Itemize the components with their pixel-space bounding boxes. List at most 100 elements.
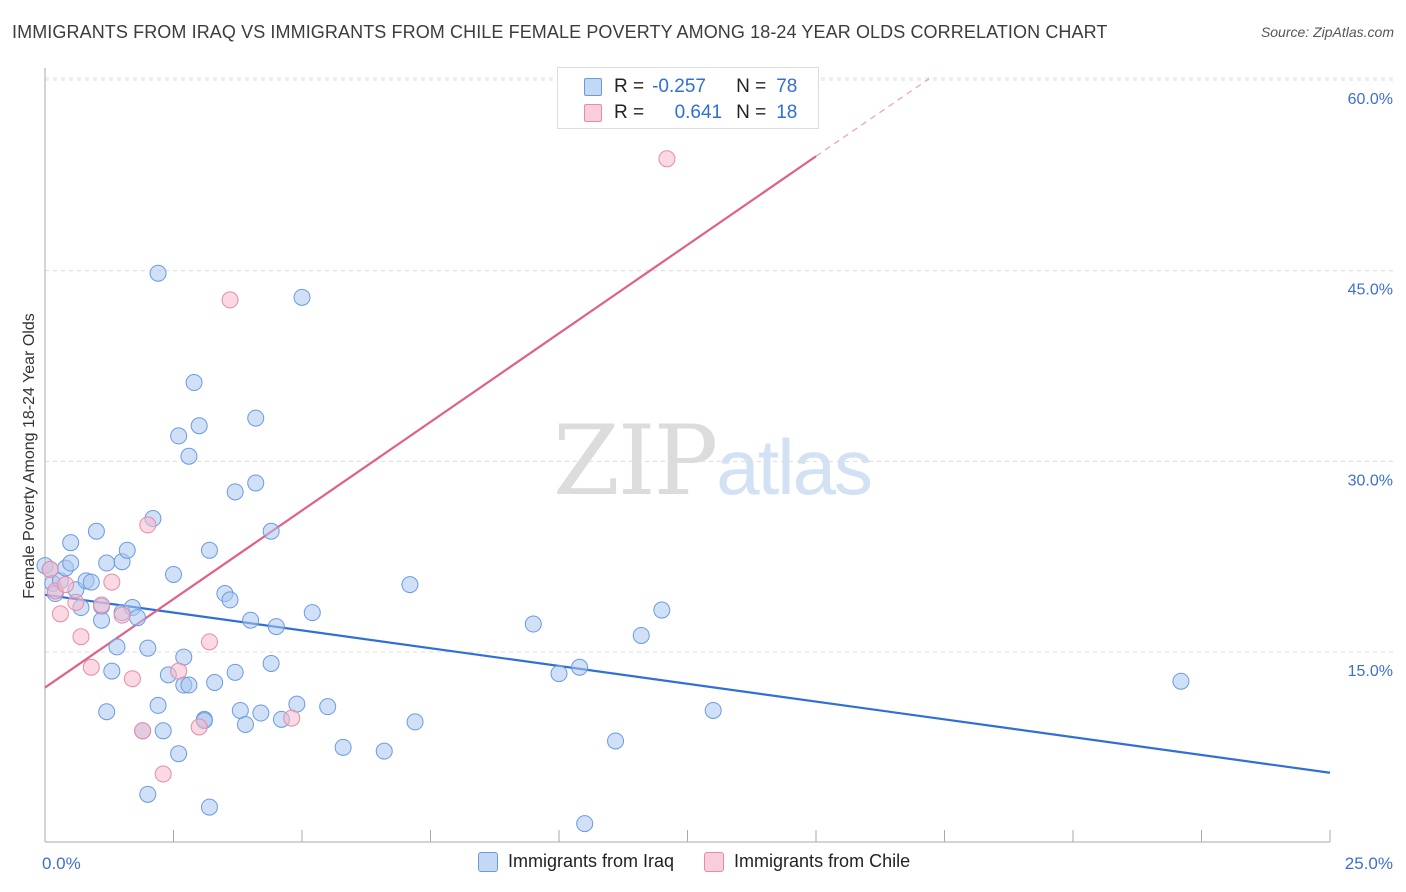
iraq-r-label: R = [614, 76, 645, 97]
chile-point [139, 516, 157, 534]
y-tick-label: 45.0% [1348, 282, 1393, 299]
iraq-point [1172, 672, 1190, 690]
chile-point [93, 596, 111, 614]
iraq-point [129, 609, 147, 627]
iraq-point [319, 698, 337, 716]
legend-row-chile: R = 0.641 N = 18 [584, 100, 797, 126]
iraq-point [200, 541, 218, 559]
trend-line-iraq [44, 593, 1331, 774]
iraq-point [98, 703, 116, 721]
iraq-point [401, 576, 419, 594]
iraq-point [165, 565, 182, 583]
iraq-point [267, 618, 285, 636]
legend-item-iraq[interactable]: Immigrants from Iraq [478, 851, 674, 872]
chile-point [82, 658, 100, 676]
source-credit: Source: ZipAtlas.com [1260, 24, 1394, 40]
y-tick-label: 60.0% [1348, 91, 1393, 108]
iraq-point [221, 591, 239, 609]
chile-point [170, 662, 188, 680]
chile-point [658, 150, 676, 168]
iraq-swatch [584, 78, 602, 96]
iraq-point [185, 374, 203, 392]
chile-point [103, 573, 121, 591]
iraq-point [206, 674, 224, 692]
iraq-point [406, 713, 424, 731]
series-legend: Immigrants from Iraq Immigrants from Chi… [478, 851, 940, 872]
legend-iraq-label: Immigrants from Iraq [508, 851, 675, 871]
chile-point [134, 722, 152, 740]
iraq-point [82, 573, 100, 591]
iraq-point [200, 798, 218, 816]
iraq-point [139, 785, 157, 803]
chile-point [72, 628, 90, 646]
chile-point [190, 718, 208, 736]
iraq-point [180, 447, 198, 465]
iraq-point [87, 522, 105, 540]
iraq-point [247, 409, 265, 427]
iraq-point [303, 604, 321, 622]
x-tick-label-max: 25.0% [1345, 854, 1393, 873]
trend-lines [44, 78, 1331, 774]
iraq-point [704, 701, 722, 719]
chile-point [221, 291, 239, 309]
axis-labels: 15.0% 30.0% 45.0% 60.0% 0.0% 25.0% Female Pove… [21, 91, 1393, 873]
iraq-point [154, 722, 172, 740]
legend-chile-label: Immigrants from Chile [734, 851, 911, 871]
chile-point [123, 670, 141, 688]
iraq-n-value: 78 [776, 76, 798, 97]
chile-r-value: 0.641 [674, 102, 723, 123]
chile-point [283, 709, 301, 727]
chile-point [113, 606, 131, 624]
iraq-point [293, 288, 311, 306]
trend-extension-chile [815, 78, 930, 157]
chile-point [41, 560, 59, 578]
iraq-point [262, 654, 280, 672]
iraq-point [103, 662, 121, 680]
iraq-point [170, 745, 188, 763]
x-tick-label-min: 0.0% [42, 854, 81, 873]
iraq-point [236, 715, 254, 733]
iraq-point [149, 264, 167, 282]
y-tick-label: 15.0% [1348, 663, 1393, 680]
correlation-legend: R = -0.257 N = 78 R = 0.641 N = 18 [557, 67, 819, 129]
chile-point [51, 605, 69, 623]
legend-chile-swatch [704, 851, 725, 872]
iraq-n-label: N = [736, 76, 767, 97]
iraq-point [576, 815, 594, 833]
iraq-point [62, 534, 80, 552]
iraq-point [334, 738, 352, 756]
chile-point [57, 576, 75, 594]
iraq-point [571, 658, 589, 676]
chile-point [154, 765, 172, 783]
chart-title: IMMIGRANTS FROM IRAQ VS IMMIGRANTS FROM … [12, 22, 1108, 42]
legend-row-iraq: R = -0.257 N = 78 [584, 74, 797, 100]
chile-n-value: 18 [776, 102, 798, 123]
legend-item-chile[interactable]: Immigrants from Chile [704, 851, 910, 872]
iraq-point [226, 663, 244, 681]
chile-r-label: R = [614, 102, 645, 123]
iraq-point [653, 601, 671, 619]
chile-swatch [584, 104, 602, 122]
watermark-atlas: atlas [716, 423, 873, 511]
chile-point [200, 633, 218, 651]
data-points [36, 150, 1190, 833]
iraq-point [93, 611, 111, 629]
iraq-point [190, 417, 208, 435]
iraq-point [550, 665, 568, 683]
chile-n-label: N = [736, 102, 767, 123]
iraq-point [247, 474, 265, 492]
iraq-point [170, 427, 188, 445]
y-axis-title: Female Poverty Among 18-24 Year Olds [21, 313, 38, 599]
iraq-point [62, 554, 80, 572]
iraq-point [139, 639, 157, 657]
iraq-point [149, 696, 167, 714]
iraq-point [632, 626, 650, 644]
legend-iraq-swatch [478, 851, 498, 872]
iraq-point [375, 742, 393, 760]
iraq-point [108, 638, 126, 656]
iraq-point [262, 522, 280, 540]
iraq-point [242, 611, 260, 629]
iraq-point [607, 732, 625, 750]
iraq-point [524, 615, 542, 633]
